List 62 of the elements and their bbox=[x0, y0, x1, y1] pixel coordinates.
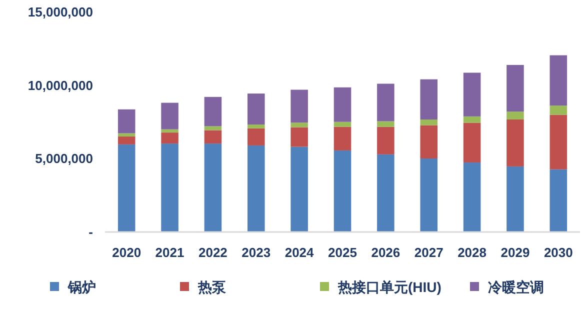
x-tick-label: 2028 bbox=[458, 245, 487, 260]
bar bbox=[420, 79, 438, 120]
bar bbox=[334, 122, 352, 127]
bar bbox=[161, 102, 178, 130]
bar bbox=[377, 121, 394, 127]
bar bbox=[290, 146, 308, 232]
bar bbox=[550, 106, 568, 115]
x-tick-label: 2025 bbox=[328, 245, 357, 260]
y-tick-label: 10,000,000 bbox=[28, 78, 93, 93]
bar bbox=[420, 125, 438, 159]
legend-label: 热泵 bbox=[197, 278, 227, 295]
legend-label: 冷暖空调 bbox=[488, 278, 544, 295]
legend-label: 锅炉 bbox=[67, 278, 96, 295]
bar bbox=[204, 144, 222, 232]
bar bbox=[506, 112, 524, 120]
bar bbox=[204, 96, 222, 126]
bar bbox=[420, 158, 438, 232]
y-tick-label: 15,000,000 bbox=[28, 4, 93, 20]
bar bbox=[248, 94, 265, 124]
bar bbox=[248, 124, 265, 128]
bar bbox=[463, 116, 481, 123]
bar bbox=[463, 122, 481, 162]
bar bbox=[118, 144, 136, 232]
bar bbox=[506, 166, 524, 232]
x-tick-label: 2020 bbox=[112, 245, 142, 260]
x-tick-label: 2029 bbox=[500, 245, 530, 260]
bar bbox=[204, 130, 222, 144]
bar bbox=[506, 64, 524, 112]
bar bbox=[334, 87, 352, 122]
x-tick-label: 2023 bbox=[242, 245, 271, 260]
bar bbox=[506, 120, 524, 166]
bar bbox=[334, 150, 352, 232]
bar bbox=[420, 120, 438, 126]
bar bbox=[290, 122, 308, 128]
bar bbox=[334, 126, 352, 150]
x-tick-label: 2026 bbox=[371, 245, 400, 260]
bar bbox=[290, 127, 308, 147]
bar bbox=[377, 154, 394, 232]
bar bbox=[377, 84, 394, 122]
bar bbox=[290, 90, 308, 123]
bar bbox=[248, 145, 265, 232]
bar bbox=[118, 133, 136, 137]
x-tick-label: 2021 bbox=[155, 245, 184, 260]
y-tick-label: - bbox=[88, 224, 93, 240]
bar bbox=[463, 162, 481, 232]
bar bbox=[161, 144, 178, 232]
bar bbox=[550, 114, 568, 170]
bar bbox=[161, 129, 178, 133]
bar bbox=[463, 72, 481, 116]
x-tick-label: 2022 bbox=[198, 245, 228, 260]
bar bbox=[161, 132, 178, 144]
bar bbox=[550, 169, 568, 232]
x-tick-label: 2027 bbox=[414, 245, 444, 260]
x-tick-label: 2024 bbox=[284, 245, 315, 260]
x-tick-label: 2030 bbox=[544, 245, 573, 260]
bar bbox=[377, 126, 394, 154]
y-tick-label: 5,000,000 bbox=[35, 151, 93, 166]
bar bbox=[118, 109, 136, 134]
bar bbox=[118, 136, 136, 144]
bar bbox=[248, 128, 265, 146]
legend-label: 热接口单元(HIU) bbox=[337, 278, 442, 295]
bar bbox=[550, 55, 568, 106]
